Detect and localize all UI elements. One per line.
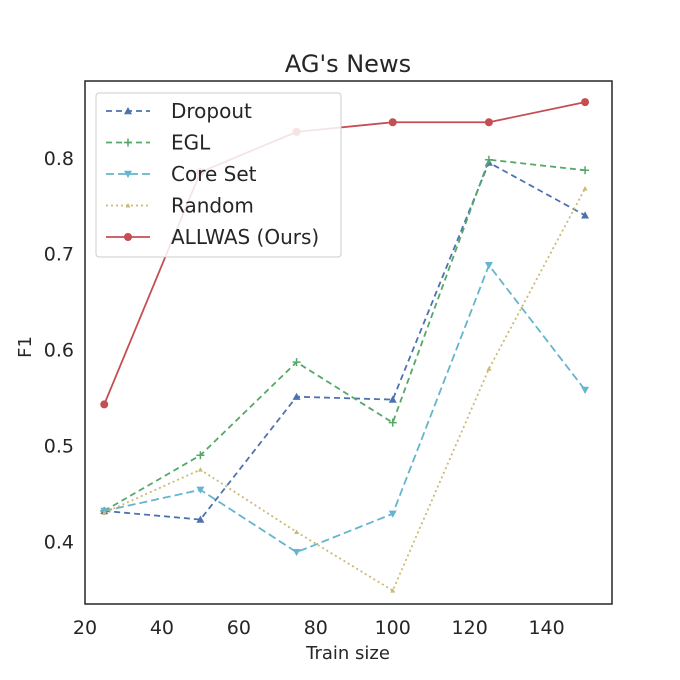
series-1 xyxy=(100,155,590,515)
legend-item: Core Set xyxy=(106,162,257,186)
legend-box xyxy=(95,92,342,258)
data-point xyxy=(101,510,107,515)
data-point xyxy=(292,392,301,400)
data-point xyxy=(581,98,590,107)
legend-item: EGL xyxy=(106,131,211,155)
x-tick-label: 60 xyxy=(227,617,251,639)
chart-title: AG's News xyxy=(285,50,411,78)
data-point xyxy=(100,400,109,409)
y-tick-label: 0.6 xyxy=(44,340,74,362)
data-point xyxy=(196,451,205,460)
y-tick-label: 0.8 xyxy=(44,148,74,170)
legend-label: Core Set xyxy=(171,162,257,186)
series-line xyxy=(103,188,586,592)
legend-marker xyxy=(124,170,132,178)
data-point xyxy=(484,155,493,164)
legend-item: ALLWAS (Ours) xyxy=(106,225,319,249)
legend-label: Random xyxy=(171,194,254,218)
data-point xyxy=(388,395,397,403)
legend-label: EGL xyxy=(171,131,211,155)
data-point xyxy=(582,185,588,191)
data-point xyxy=(581,386,590,395)
data-point xyxy=(581,166,590,175)
data-point xyxy=(196,515,205,523)
data-point xyxy=(388,418,397,427)
data-point xyxy=(292,358,301,367)
data-point xyxy=(581,211,590,219)
x-tick-label: 120 xyxy=(452,617,488,639)
legend-item: Dropout xyxy=(106,99,252,123)
legend: Dropout EGL Core Set Random ALLWAS (Ours) xyxy=(95,92,342,258)
series-3 xyxy=(101,185,588,593)
series-line xyxy=(103,158,586,512)
x-tick-label: 80 xyxy=(304,617,328,639)
data-point xyxy=(294,529,300,535)
data-point xyxy=(484,118,493,127)
data-point xyxy=(390,588,396,593)
data-point xyxy=(388,118,397,127)
x-tick-label: 40 xyxy=(150,617,174,639)
y-tick-label: 0.7 xyxy=(44,244,74,266)
data-point xyxy=(388,510,397,518)
series-line xyxy=(104,263,586,554)
legend-label: ALLWAS (Ours) xyxy=(171,225,319,249)
x-axis-label: Train size xyxy=(305,643,390,664)
legend-marker xyxy=(125,203,131,208)
data-point xyxy=(292,548,301,557)
legend-marker xyxy=(124,138,132,147)
y-tick-label: 0.4 xyxy=(44,532,74,554)
legend-item: Random xyxy=(106,194,254,218)
x-tick-label: 140 xyxy=(528,617,564,639)
y-ticks: 0.4 0.5 0.6 0.7 0.8 xyxy=(44,148,74,554)
y-axis-label: F1 xyxy=(15,336,36,358)
x-ticks: 20 40 60 80 100 120 140 xyxy=(73,617,565,639)
data-point xyxy=(486,366,492,371)
legend-marker xyxy=(124,107,132,115)
x-tick-label: 20 xyxy=(73,617,97,639)
y-tick-label: 0.5 xyxy=(44,436,74,458)
data-point xyxy=(196,486,205,494)
plot-frame xyxy=(84,80,613,605)
x-tick-label: 100 xyxy=(375,617,411,639)
series-2 xyxy=(100,262,590,557)
legend-marker xyxy=(124,233,132,241)
data-point xyxy=(484,262,493,270)
legend-label: Dropout xyxy=(171,99,252,123)
series-line xyxy=(104,161,586,521)
data-point xyxy=(197,467,203,472)
